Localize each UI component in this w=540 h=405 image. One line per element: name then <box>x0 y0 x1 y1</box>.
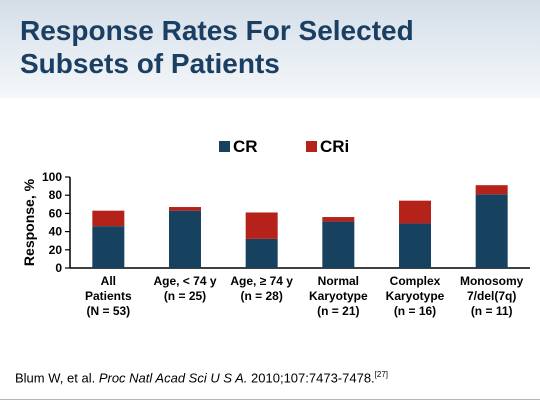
x-tick-label: (n = 25) <box>164 289 206 303</box>
x-tick-label: Monosomy <box>460 274 524 288</box>
x-tick-label: Karyotype <box>386 289 445 303</box>
x-tick-label: (n = 16) <box>394 304 436 318</box>
citation: Blum W, et al. Proc Natl Acad Sci U S A.… <box>15 370 388 385</box>
bar-cr <box>399 223 431 268</box>
bar-cri <box>169 207 201 211</box>
legend-label-cr: CR <box>233 137 258 156</box>
legend-swatch-cri <box>306 141 317 152</box>
x-tick-label: Normal <box>318 274 359 288</box>
bar-cri <box>399 200 431 224</box>
legend-swatch-cr <box>219 141 230 152</box>
x-tick-label: Patients <box>85 289 132 303</box>
citation-ref: [27] <box>374 370 389 379</box>
title-banner <box>0 0 540 98</box>
x-tick-label: (n = 28) <box>240 289 282 303</box>
bar-cri <box>92 210 125 227</box>
citation-details: 2010;107:7473-7478. <box>251 370 375 386</box>
y-tick-label: 80 <box>49 188 63 202</box>
x-tick-label: Age, ≥ 74 y <box>230 274 293 288</box>
bar-cr <box>322 221 355 268</box>
y-tick-label: 0 <box>55 261 62 275</box>
bar-cr <box>245 238 278 268</box>
bar-cr <box>475 194 508 268</box>
citation-journal: Proc Natl Acad Sci U S A. <box>98 370 248 386</box>
footer-divider <box>0 399 540 400</box>
x-tick-label: (N = 53) <box>86 304 130 318</box>
x-tick-label: 7/del(7q) <box>467 289 516 303</box>
bar-cr <box>169 210 201 268</box>
y-axis-label: Response, % <box>21 178 37 266</box>
x-tick-label: Karyotype <box>309 289 368 303</box>
bar-cr <box>92 226 125 268</box>
y-tick-label: 60 <box>49 206 63 220</box>
y-tick-label: 20 <box>49 243 63 257</box>
bar-cri <box>322 217 355 222</box>
bar-cri <box>245 212 278 239</box>
bar-cri <box>475 185 508 195</box>
citation-authors: Blum W, et al. <box>15 370 96 386</box>
y-tick-label: 100 <box>42 170 62 184</box>
y-tick-label: 40 <box>49 225 63 239</box>
legend-label-cri: CRi <box>320 137 349 156</box>
x-tick-label: Complex <box>390 274 441 288</box>
x-tick-label: All <box>101 274 116 288</box>
slide-title: Response Rates For Selected Subsets of P… <box>20 15 414 79</box>
x-tick-label: (n = 11) <box>471 304 513 318</box>
x-tick-label: (n = 21) <box>317 304 359 318</box>
x-tick-label: Age, < 74 y <box>153 274 216 288</box>
